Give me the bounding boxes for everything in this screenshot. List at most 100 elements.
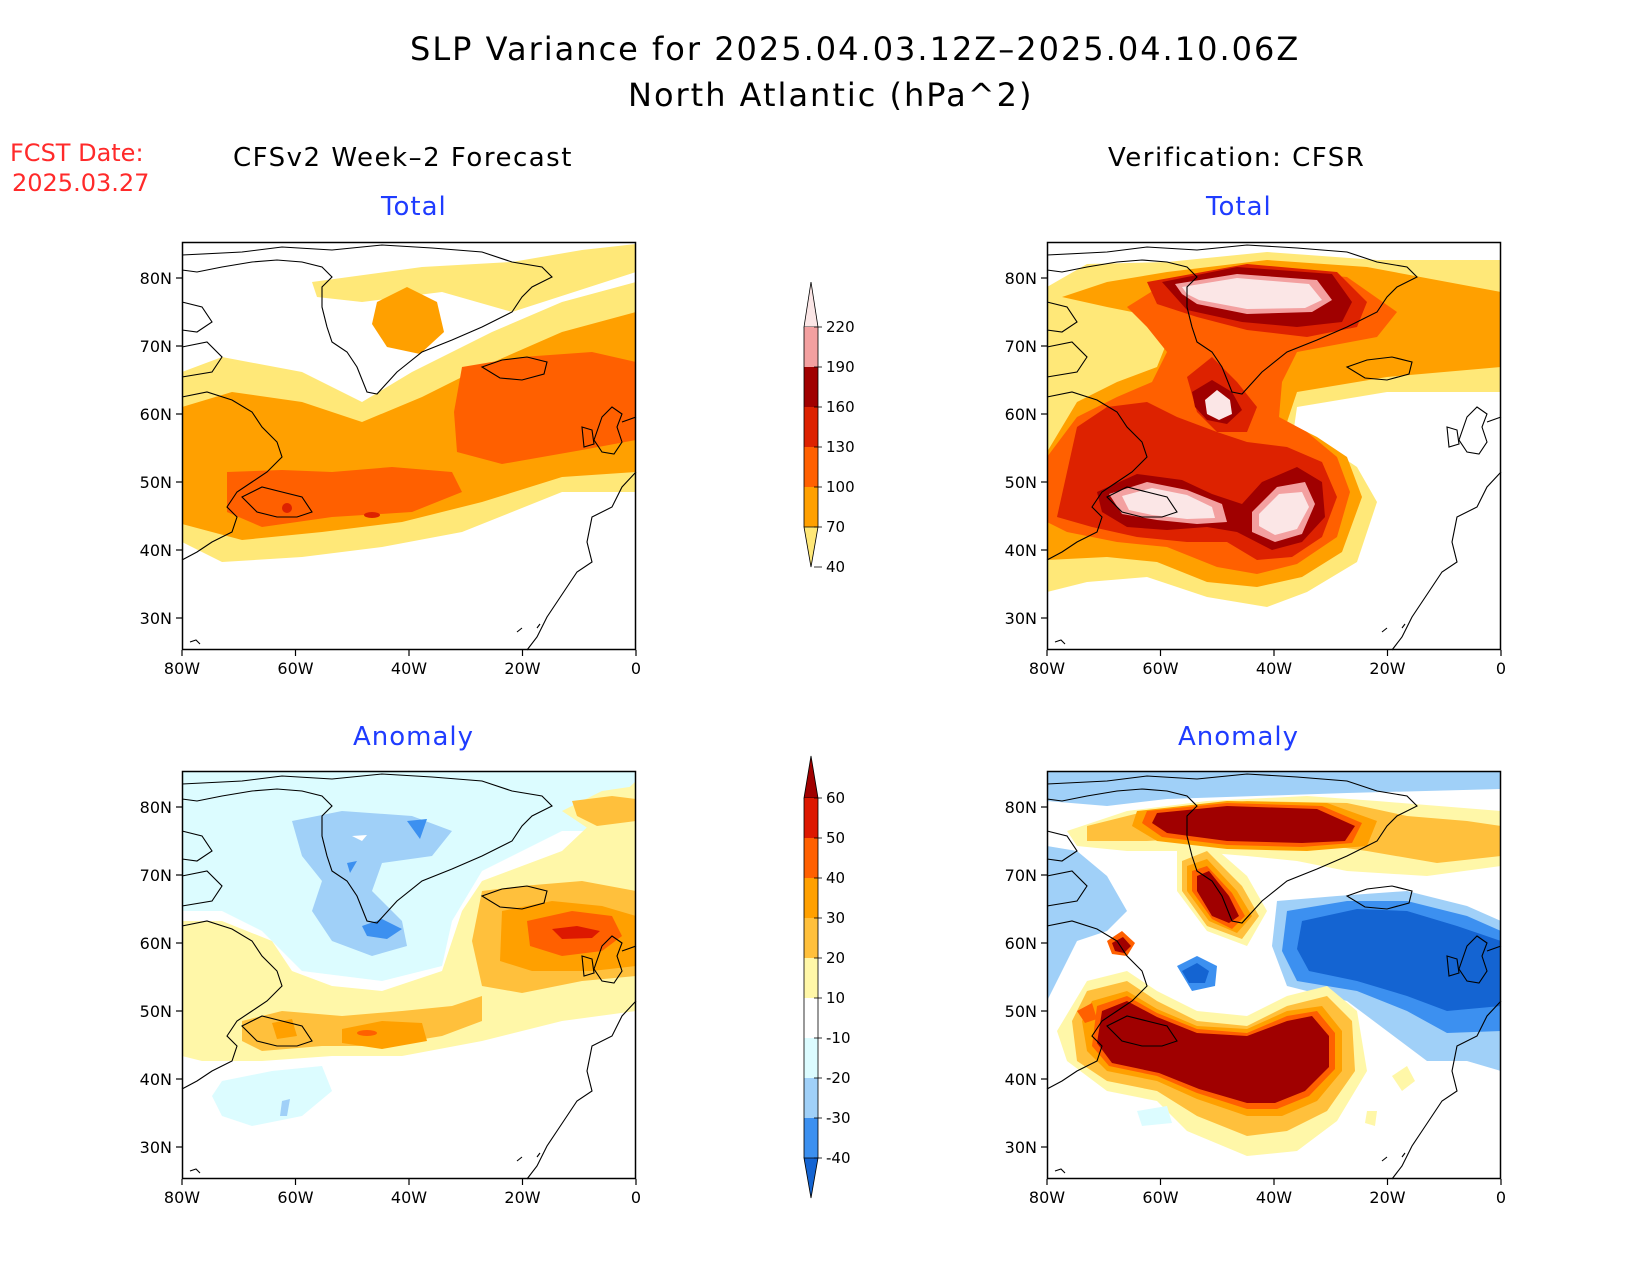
colorbar-segment [804, 407, 818, 447]
verification-total-lon-label: 80W [1029, 659, 1065, 678]
verification-anomaly-map [1046, 770, 1502, 1180]
forecast-anomaly-lat-label: 40N [140, 1070, 172, 1089]
coastlines [181, 244, 637, 651]
forecast-total-lat-label: 80N [140, 269, 172, 288]
colorbar-segment [804, 838, 818, 878]
colorbar-segment [804, 1038, 818, 1078]
forecast-anomaly-map [181, 770, 637, 1180]
colorbar-segment [804, 958, 818, 998]
verification-anomaly-lat-label: 60N [1005, 934, 1037, 953]
colorbar-bottom-arrow [803, 1157, 819, 1199]
colorbar-level-label: 100 [826, 478, 855, 496]
title-line-1: SLP Variance for 2025.04.03.12Z–2025.04.… [410, 30, 1301, 68]
forecast-total-lon-label: 0 [631, 659, 641, 678]
verification-anomaly-lon-label: 0 [1496, 1188, 1506, 1207]
verification-total-lat-label: 40N [1005, 541, 1037, 560]
forecast-anomaly-lon-label: 40W [391, 1188, 427, 1207]
colorbar-segment [804, 327, 818, 367]
colorbar-segment [804, 1078, 818, 1118]
verification-total-lat-label: 60N [1005, 405, 1037, 424]
coastlines [1046, 773, 1502, 1180]
forecast-total-lon-label: 20W [504, 659, 540, 678]
verification-anomaly-lat-label: 70N [1005, 866, 1037, 885]
left-column-title: CFSv2 Week–2 Forecast [233, 143, 573, 173]
fcst-date-label: FCST Date: [10, 139, 144, 167]
colorbar-top-arrow [803, 755, 819, 799]
forecast-total-map [181, 241, 637, 651]
verification-anomaly-lon-label: 60W [1142, 1188, 1178, 1207]
colorbar-level-label: 70 [826, 518, 845, 536]
forecast-anomaly-lat-label: 50N [140, 1002, 172, 1021]
forecast-total-lon-label: 60W [277, 659, 313, 678]
colorbar-level-label: -20 [826, 1069, 851, 1087]
forecast-anomaly-lat-label: 80N [140, 798, 172, 817]
verification-total-subtitle: Total [1206, 192, 1272, 222]
verification-total-lon-label: 40W [1256, 659, 1292, 678]
colorbar-level-label: 10 [826, 989, 845, 1007]
forecast-anomaly-lon-label: 20W [504, 1188, 540, 1207]
colorbar-segment [804, 367, 818, 407]
forecast-anomaly-lat-label: 30N [140, 1138, 172, 1157]
colorbar-level-label: 50 [826, 829, 845, 847]
colorbar-segment [804, 487, 818, 527]
forecast-total-lat-label: 70N [140, 337, 172, 356]
verification-total-lat-label: 50N [1005, 473, 1037, 492]
verification-anomaly-lat-label: 40N [1005, 1070, 1037, 1089]
verification-total-lat-label: 70N [1005, 337, 1037, 356]
coastlines [1046, 244, 1502, 651]
forecast-total-lat-label: 30N [140, 609, 172, 628]
colorbar-segment [804, 878, 818, 918]
colorbar-segment [804, 918, 818, 958]
forecast-anomaly-lon-label: 0 [631, 1188, 641, 1207]
colorbar-segment [804, 1118, 818, 1158]
colorbar-segment [804, 447, 818, 487]
forecast-total-lat-label: 50N [140, 473, 172, 492]
verification-total-lon-label: 60W [1142, 659, 1178, 678]
colorbar-level-label: 20 [826, 949, 845, 967]
verification-anomaly-lon-label: 80W [1029, 1188, 1065, 1207]
colorbar-level-label: 40 [826, 558, 845, 576]
colorbar-level-label: 220 [826, 318, 855, 336]
verification-anomaly-lat-label: 30N [1005, 1138, 1037, 1157]
colorbar-top-arrow [803, 281, 819, 328]
colorbar-bottom-arrow [803, 526, 819, 568]
verification-total-lon-label: 0 [1496, 659, 1506, 678]
colorbar-level-label: 40 [826, 869, 845, 887]
forecast-total-subtitle: Total [381, 192, 447, 222]
colorbar-level-label: 190 [826, 358, 855, 376]
verification-anomaly-lon-label: 40W [1256, 1188, 1292, 1207]
colorbar-level-label: 160 [826, 398, 855, 416]
total-colorbar: 220 190 160 130 100 70 40 [803, 281, 855, 576]
verification-total-lat-label: 30N [1005, 609, 1037, 628]
forecast-anomaly-lat-label: 60N [140, 934, 172, 953]
forecast-anomaly-lon-label: 80W [164, 1188, 200, 1207]
colorbar-level-label: -30 [826, 1109, 851, 1127]
colorbar-level-label: 130 [826, 438, 855, 456]
forecast-anomaly-lon-label: 60W [277, 1188, 313, 1207]
forecast-anomaly-subtitle: Anomaly [353, 722, 475, 752]
colorbar-segment [804, 798, 818, 838]
verification-anomaly-subtitle: Anomaly [1178, 722, 1300, 752]
colorbar-level-label: 60 [826, 789, 845, 807]
coastlines [181, 773, 637, 1180]
forecast-total-lon-label: 80W [164, 659, 200, 678]
fcst-date-value: 2025.03.27 [12, 169, 150, 197]
verification-total-lat-label: 80N [1005, 269, 1037, 288]
verification-anomaly-lon-label: 20W [1369, 1188, 1405, 1207]
forecast-total-lon-label: 40W [391, 659, 427, 678]
right-column-title: Verification: CFSR [1108, 143, 1366, 173]
verification-anomaly-lat-label: 50N [1005, 1002, 1037, 1021]
colorbar-level-label: -10 [826, 1029, 851, 1047]
verification-total-lon-label: 20W [1369, 659, 1405, 678]
forecast-anomaly-lat-label: 70N [140, 866, 172, 885]
verification-anomaly-lat-label: 80N [1005, 798, 1037, 817]
forecast-total-lat-label: 60N [140, 405, 172, 424]
colorbar-level-label: 30 [826, 909, 845, 927]
forecast-total-lat-label: 40N [140, 541, 172, 560]
colorbar-level-label: -40 [826, 1149, 851, 1167]
anomaly-colorbar: 60 50 40 30 20 10 -10 -20 -30 -40 [803, 755, 851, 1199]
title-line-2: North Atlantic (hPa^2) [628, 76, 1034, 114]
colorbar-segment [804, 998, 818, 1038]
verification-total-map [1046, 241, 1502, 651]
